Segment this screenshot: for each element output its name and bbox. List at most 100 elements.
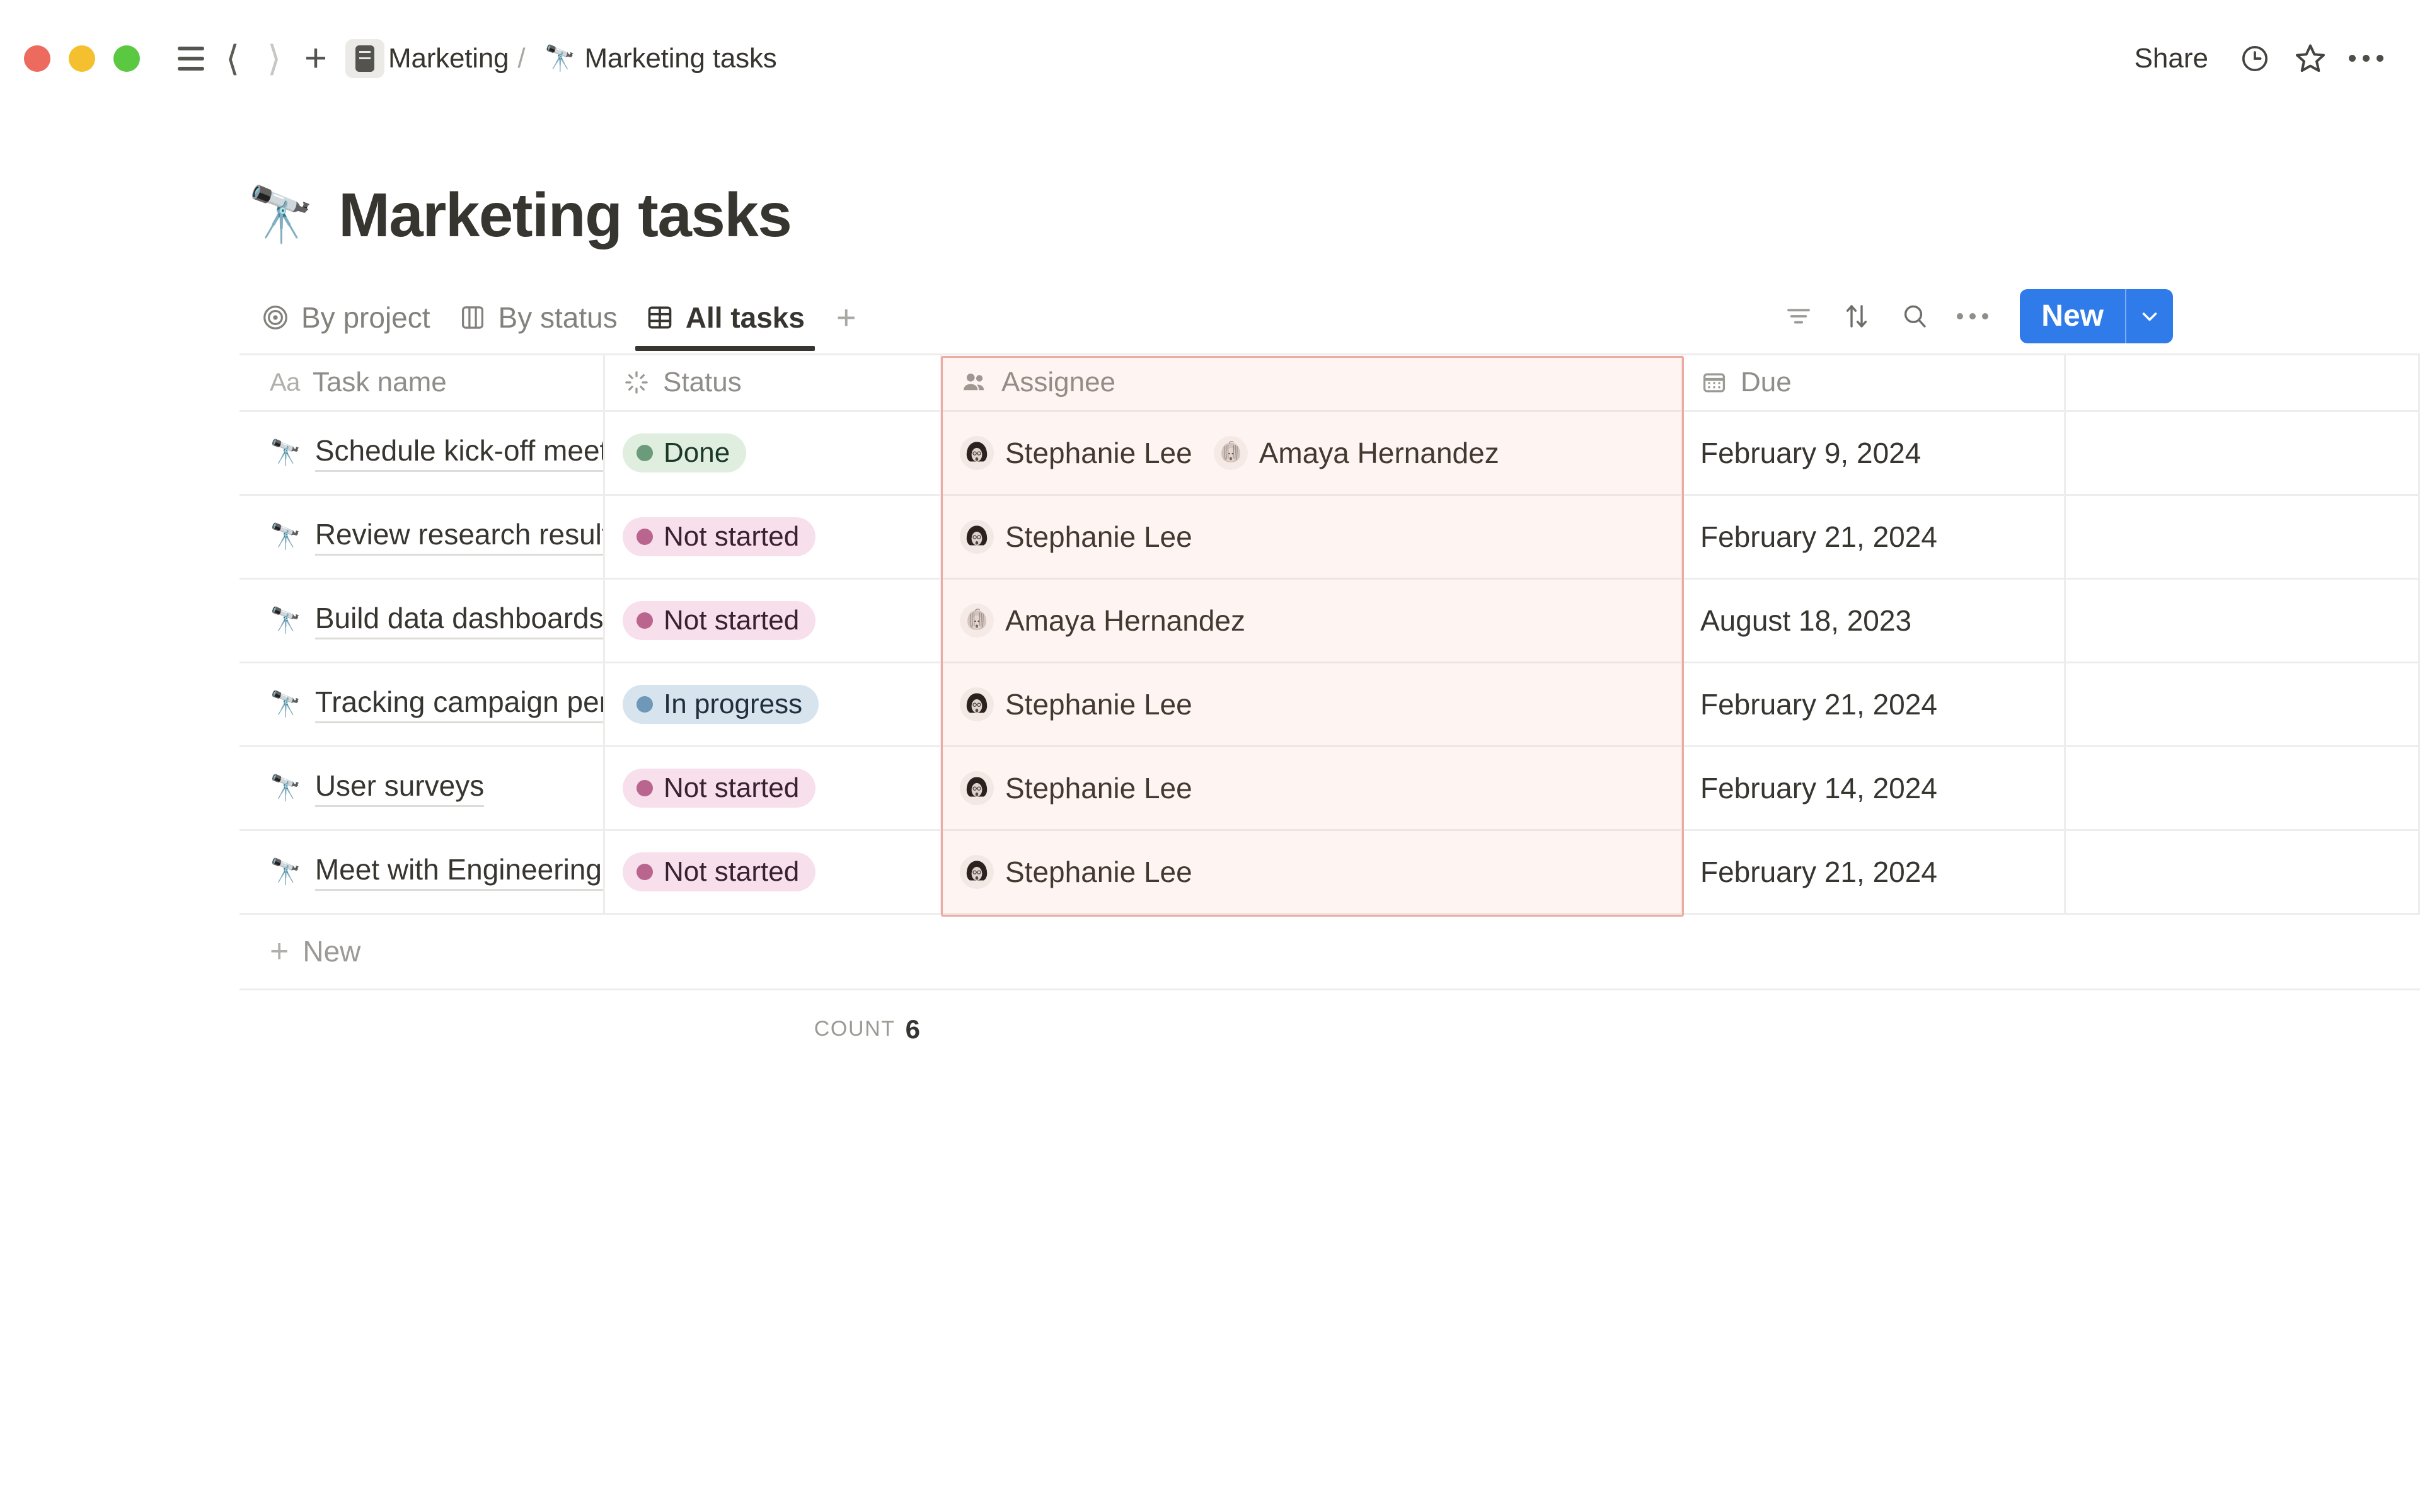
new-record-button-group: New: [2020, 289, 2173, 343]
task-name-link[interactable]: Schedule kick-off meeting: [314, 433, 603, 472]
sidebar-toggle-button[interactable]: [170, 38, 212, 79]
tab-by-status[interactable]: By status: [444, 301, 631, 351]
table-row[interactable]: 🔭 Build data dashboards Not started Amaya H…: [239, 579, 2420, 663]
title-bar-actions: Share: [2118, 33, 2391, 84]
column-header-status[interactable]: Status: [605, 355, 942, 410]
favorite-button[interactable]: [2285, 33, 2336, 84]
cell-task-name[interactable]: 🔭 Review research results: [239, 495, 605, 578]
cell-due-date[interactable]: August 18, 2023: [1683, 579, 2066, 662]
new-record-dropdown-button[interactable]: [2126, 289, 2173, 343]
assignee-chip[interactable]: Stephanie Lee: [960, 770, 1192, 805]
window-traffic-lights: [24, 45, 140, 72]
cell-assignee[interactable]: Stephanie Lee: [942, 830, 1683, 913]
tab-by-project[interactable]: By project: [247, 301, 444, 351]
new-record-button[interactable]: New: [2041, 299, 2104, 333]
clock-icon: [2242, 45, 2268, 71]
column-header-assignee[interactable]: Assignee: [942, 355, 1683, 410]
status-badge[interactable]: In progress: [623, 684, 819, 724]
cell-assignee[interactable]: Stephanie Lee: [942, 495, 1683, 578]
share-button[interactable]: Share: [2134, 42, 2208, 74]
table-row[interactable]: 🔭 Tracking campaign performance In progres…: [239, 663, 2420, 747]
cell-due-date[interactable]: February 9, 2024: [1683, 411, 2066, 494]
sort-button[interactable]: [1836, 295, 1877, 337]
status-badge[interactable]: Not started: [623, 517, 816, 556]
cell-due-date[interactable]: February 21, 2024: [1683, 495, 2066, 578]
binoculars-icon[interactable]: 🔭: [247, 185, 315, 246]
new-page-button[interactable]: +: [295, 38, 337, 79]
cell-assignee[interactable]: Stephanie Lee: [942, 663, 1683, 745]
cell-status[interactable]: Not started: [605, 579, 942, 662]
cell-status[interactable]: In progress: [605, 663, 942, 745]
plus-icon: +: [270, 933, 289, 970]
cell-due-date[interactable]: February 21, 2024: [1683, 830, 2066, 913]
assignee-chip[interactable]: Stephanie Lee: [960, 687, 1192, 721]
close-window-button[interactable]: [24, 45, 50, 72]
tab-label: By status: [498, 301, 618, 334]
column-header-task-name[interactable]: Aa Task name: [239, 355, 605, 410]
cell-empty: [2066, 830, 2420, 913]
cell-assignee[interactable]: Stephanie Lee Amaya Hernandez: [942, 411, 1683, 494]
minimize-window-button[interactable]: [69, 45, 95, 72]
maximize-window-button[interactable]: [113, 45, 140, 72]
table-row[interactable]: 🔭 Schedule kick-off meeting Done Stephanie …: [239, 411, 2420, 496]
task-name-link[interactable]: Tracking campaign performance: [314, 685, 603, 724]
plus-icon: +: [304, 36, 328, 80]
binoculars-icon: 🔭: [270, 607, 301, 635]
cell-assignee[interactable]: Amaya Hernandez: [942, 579, 1683, 662]
status-badge[interactable]: Not started: [623, 600, 816, 640]
table-row[interactable]: 🔭 Review research results Not started Steph…: [239, 495, 2420, 580]
avatar: [1213, 435, 1248, 470]
navigate-back-button[interactable]: ⟨: [212, 38, 253, 79]
filter-button[interactable]: [1778, 295, 1819, 337]
avatar: [960, 770, 994, 805]
task-name-link[interactable]: Review research results: [314, 517, 603, 556]
assignee-chip[interactable]: Stephanie Lee: [960, 854, 1192, 889]
cell-empty: [2066, 747, 2420, 829]
cell-status[interactable]: Not started: [605, 495, 942, 578]
task-name-link[interactable]: Build data dashboards: [314, 601, 603, 640]
column-header-due[interactable]: Due: [1683, 355, 2066, 410]
cell-status[interactable]: Done: [605, 411, 942, 494]
status-badge[interactable]: Done: [623, 433, 747, 472]
page-more-menu-button[interactable]: [2341, 33, 2391, 84]
status-badge[interactable]: Not started: [623, 852, 816, 891]
assignee-chip[interactable]: Amaya Hernandez: [1213, 435, 1499, 470]
table-row[interactable]: 🔭 User surveys Not started Stephanie Lee Feb…: [239, 747, 2420, 831]
status-badge[interactable]: Not started: [623, 768, 816, 808]
assignee-chip[interactable]: Stephanie Lee: [960, 519, 1192, 554]
add-new-row-button[interactable]: + New: [239, 915, 2420, 990]
cell-assignee[interactable]: Stephanie Lee: [942, 747, 1683, 829]
breadcrumb-page-icon-chip[interactable]: [345, 38, 384, 78]
breadcrumb-current[interactable]: Marketing tasks: [584, 42, 777, 74]
page-icon: [355, 45, 374, 72]
table-icon: [648, 306, 672, 329]
cell-task-name[interactable]: 🔭 User surveys: [239, 747, 605, 829]
navigate-forward-button[interactable]: ⟩: [253, 38, 295, 79]
assignee-name: Stephanie Lee: [1005, 771, 1192, 805]
cell-status[interactable]: Not started: [605, 747, 942, 829]
cell-task-name[interactable]: 🔭 Build data dashboards: [239, 579, 605, 662]
assignee-name: Amaya Hernandez: [1005, 604, 1245, 637]
column-label: Status: [663, 367, 742, 398]
cell-task-name[interactable]: 🔭 Schedule kick-off meeting: [239, 411, 605, 494]
task-name-link[interactable]: Meet with Engineering team: [314, 852, 603, 891]
add-view-button[interactable]: +: [836, 298, 856, 336]
tab-all-tasks[interactable]: All tasks: [631, 301, 819, 351]
cell-due-date[interactable]: February 14, 2024: [1683, 747, 2066, 829]
assignee-chip[interactable]: Amaya Hernandez: [960, 603, 1245, 638]
cell-status[interactable]: Not started: [605, 830, 942, 913]
assignee-chip[interactable]: Stephanie Lee: [960, 435, 1192, 470]
table-footer-count[interactable]: Count 6: [239, 990, 920, 1068]
task-name-link[interactable]: User surveys: [314, 769, 485, 808]
view-more-menu-button[interactable]: [1952, 295, 1993, 337]
cell-due-date[interactable]: February 21, 2024: [1683, 663, 2066, 745]
breadcrumb-parent[interactable]: Marketing: [388, 42, 509, 74]
table-row[interactable]: 🔭 Meet with Engineering team Not started St…: [239, 830, 2420, 915]
binoculars-icon: 🔭: [544, 45, 576, 72]
column-header-add-property[interactable]: [2066, 355, 2420, 410]
page-title[interactable]: Marketing tasks: [338, 180, 792, 249]
search-button[interactable]: [1894, 295, 1935, 337]
cell-task-name[interactable]: 🔭 Meet with Engineering team: [239, 830, 605, 913]
page-history-button[interactable]: [2230, 33, 2280, 84]
cell-task-name[interactable]: 🔭 Tracking campaign performance: [239, 663, 605, 745]
